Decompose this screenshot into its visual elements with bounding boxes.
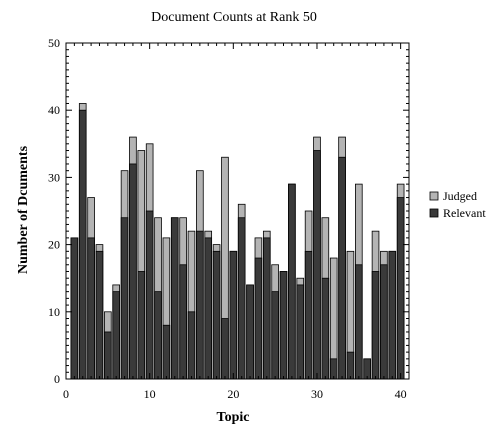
- legend-label-judged: Judged: [443, 189, 477, 203]
- y-tick-label: 40: [48, 103, 60, 117]
- x-axis-title: Topic: [217, 410, 250, 425]
- y-tick-label: 20: [48, 238, 60, 252]
- relevant-bar-19: [221, 318, 229, 380]
- relevant-bar-15: [187, 311, 196, 380]
- relevant-bar-40: [396, 197, 405, 380]
- relevant-bar-30: [313, 150, 321, 380]
- relevant-bar-34: [346, 351, 355, 380]
- relevant-bar-32: [329, 358, 338, 380]
- relevant-bar-24: [262, 237, 271, 380]
- relevant-bar-13: [170, 217, 179, 380]
- relevant-bar-29: [304, 250, 313, 380]
- relevant-bar-2: [78, 109, 87, 380]
- relevant-bar-6: [112, 291, 120, 380]
- relevant-bar-26: [279, 271, 288, 380]
- y-tick-label: 10: [48, 305, 60, 319]
- relevant-bar-9: [137, 271, 146, 380]
- chart-title: Document Counts at Rank 50: [151, 10, 317, 25]
- relevant-bar-1: [70, 237, 79, 380]
- relevant-bar-11: [154, 291, 162, 380]
- relevant-bar-12: [162, 324, 171, 380]
- relevant-bar-20: [229, 250, 238, 380]
- relevant-bar-28: [296, 284, 305, 380]
- relevant-bar-8: [129, 163, 137, 380]
- relevant-bar-35: [355, 264, 363, 380]
- x-axis: 0 10 20 30 40: [63, 43, 410, 401]
- relevant-bar-27: [288, 183, 296, 380]
- relevant-bar-3: [87, 237, 95, 380]
- legend-swatch-judged: [429, 191, 439, 201]
- relevant-bar-17: [204, 237, 213, 380]
- relevant-bar-36: [363, 358, 371, 380]
- plot-bars: [70, 103, 405, 380]
- relevant-bar-4: [95, 250, 104, 380]
- relevant-bar-7: [120, 217, 129, 380]
- y-tick-label: 30: [48, 170, 60, 184]
- x-tick-label: 0: [63, 387, 69, 401]
- x-tick-label: 30: [311, 387, 323, 401]
- relevant-bar-23: [254, 257, 263, 380]
- y-tick-label: 50: [48, 36, 60, 50]
- relevant-bar-10: [145, 210, 154, 380]
- relevant-bar-14: [179, 264, 187, 380]
- relevant-bar-31: [321, 277, 330, 380]
- x-tick-label: 20: [227, 387, 239, 401]
- legend: Judged Relevant: [429, 189, 486, 220]
- relevant-bar-25: [271, 291, 279, 380]
- relevant-bar-5: [104, 331, 112, 380]
- relevant-bar-37: [371, 271, 380, 380]
- relevant-bar-18: [212, 250, 221, 380]
- relevant-bar-39: [388, 250, 397, 380]
- y-axis: 0 10 20 30 40 50: [48, 36, 409, 386]
- legend-label-relevant: Relevant: [443, 206, 486, 220]
- legend-swatch-relevant: [429, 208, 439, 218]
- relevant-bar-33: [338, 156, 346, 380]
- y-axis-title: Number of Dcuments: [16, 145, 31, 274]
- y-tick-label: 0: [54, 372, 60, 386]
- relevant-bar-38: [380, 264, 388, 380]
- relevant-bar-22: [246, 284, 254, 380]
- x-tick-label: 10: [144, 387, 156, 401]
- relevant-bar-16: [196, 230, 204, 380]
- relevant-bar-21: [237, 217, 246, 380]
- x-tick-label: 40: [395, 387, 407, 401]
